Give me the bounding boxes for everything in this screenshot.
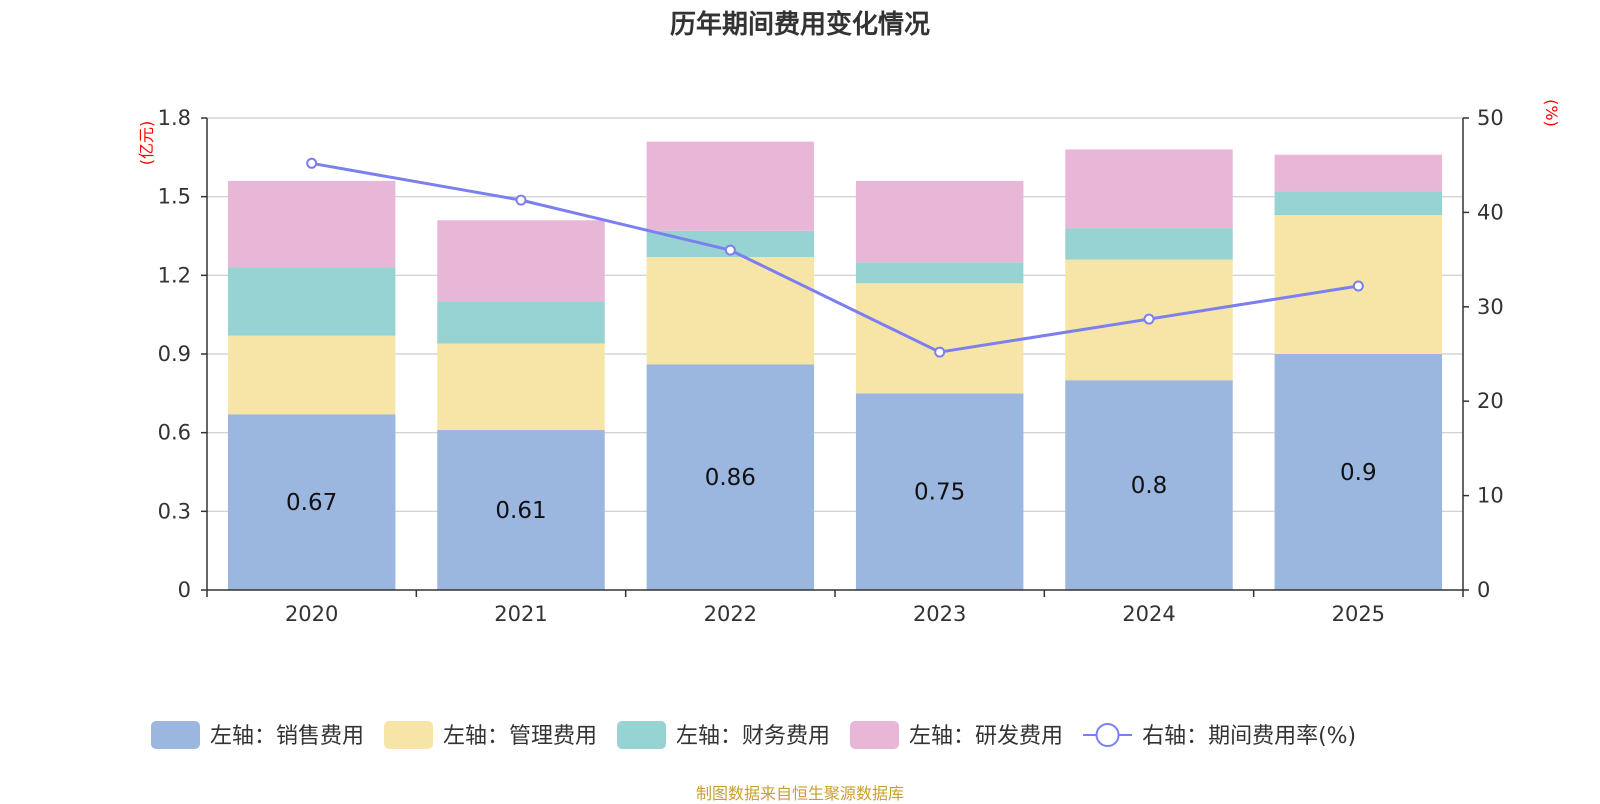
bar-rnd-2020 [227, 180, 396, 268]
rate-point-2021 [515, 194, 527, 206]
rate-point-2023 [934, 346, 946, 358]
rate-line-path [311, 161, 1359, 354]
grid-lines [207, 117, 1463, 512]
legend-swatch-finance [617, 721, 667, 749]
legend: 左轴：销售费用 左轴：管理费用 左轴：财务费用 左轴：研发费用 右轴：期间费用率(%) [151, 721, 1356, 749]
axes: 0 0.3 0.6 0.9 1.2 1.5 1.8 0 10 20 30 40 50 2020 2021 20… [137, 99, 1561, 626]
legend-label-sales: 左轴：销售费用 [210, 724, 364, 749]
data-label-2022: 0.86 [705, 465, 756, 491]
bar-rnd-2021 [437, 220, 605, 302]
bar-admin-2023 [855, 283, 1024, 394]
right-tick-label: 30 [1477, 295, 1504, 319]
left-tick-label: 0.9 [158, 342, 191, 366]
x-tick-label: 2021 [494, 602, 547, 626]
x-tick-label: 2022 [704, 602, 757, 626]
bar-finance-2024 [1065, 228, 1233, 260]
right-tick-label: 10 [1477, 484, 1504, 508]
bar-finance-2021 [437, 301, 605, 344]
chart-title: 历年期间费用变化情况 [669, 10, 930, 40]
bar-sales-2020 [227, 414, 396, 590]
right-tick-label: 40 [1477, 200, 1504, 224]
legend-swatch-sales [151, 721, 200, 749]
left-tick-label: 1.5 [158, 185, 191, 209]
rate-line [306, 157, 1364, 358]
data-label-2025: 0.9 [1340, 460, 1377, 486]
left-tick-label: 1.2 [158, 263, 191, 287]
x-tick-label: 2025 [1332, 602, 1385, 626]
legend-label-rnd: 左轴：研发费用 [909, 724, 1063, 749]
bar-rnd-2025 [1274, 154, 1443, 192]
bar-sales-2023 [855, 393, 1024, 590]
x-tick-label: 2023 [913, 602, 966, 626]
rate-point-2025 [1352, 280, 1364, 292]
left-tick-label: 0 [178, 578, 191, 602]
legend-label-rate: 右轴：期间费用率(%) [1142, 724, 1356, 749]
left-tick-label: 0.6 [158, 421, 191, 445]
right-axis-unit: (%) [1542, 99, 1561, 127]
bar-rnd-2022 [646, 141, 815, 231]
bar-sales-2021 [437, 430, 605, 590]
bar-finance-2020 [227, 267, 396, 336]
bar-sales-2024 [1065, 380, 1233, 590]
x-tick-label: 2020 [285, 602, 338, 626]
legend-marker-rate [1095, 723, 1120, 747]
left-tick-label: 1.8 [158, 106, 191, 130]
bars [227, 141, 1443, 590]
legend-label-admin: 左轴：管理费用 [443, 724, 597, 749]
bar-rnd-2023 [855, 180, 1024, 263]
x-tick-label: 2024 [1122, 602, 1175, 626]
data-label-2020: 0.67 [286, 490, 337, 516]
data-label-2023: 0.75 [914, 480, 965, 506]
rate-point-2024 [1143, 313, 1155, 325]
legend-label-finance: 左轴：财务费用 [676, 724, 830, 749]
data-label-2024: 0.8 [1131, 473, 1168, 499]
left-tick-label: 0.3 [158, 499, 191, 523]
rate-point-2022 [724, 244, 736, 256]
bar-finance-2023 [855, 262, 1024, 284]
right-tick-label: 20 [1477, 389, 1504, 413]
bar-finance-2025 [1274, 191, 1443, 216]
bar-admin-2020 [227, 335, 396, 415]
right-tick-label: 50 [1477, 106, 1504, 130]
legend-swatch-admin [384, 721, 434, 749]
data-labels: 0.67 0.61 0.86 0.75 0.8 0.9 [286, 460, 1377, 524]
data-label-2021: 0.61 [495, 498, 546, 524]
bar-admin-2021 [437, 343, 605, 431]
rate-point-2020 [306, 157, 318, 169]
bar-rnd-2024 [1065, 149, 1233, 229]
legend-swatch-rnd [850, 721, 900, 749]
right-tick-label: 0 [1477, 578, 1490, 602]
bar-admin-2022 [646, 256, 815, 365]
bar-sales-2025 [1274, 354, 1443, 590]
bar-sales-2022 [646, 364, 815, 590]
left-axis-unit: (亿元) [137, 121, 156, 166]
source-note: 制图数据来自恒生聚源数据库 [695, 784, 904, 803]
